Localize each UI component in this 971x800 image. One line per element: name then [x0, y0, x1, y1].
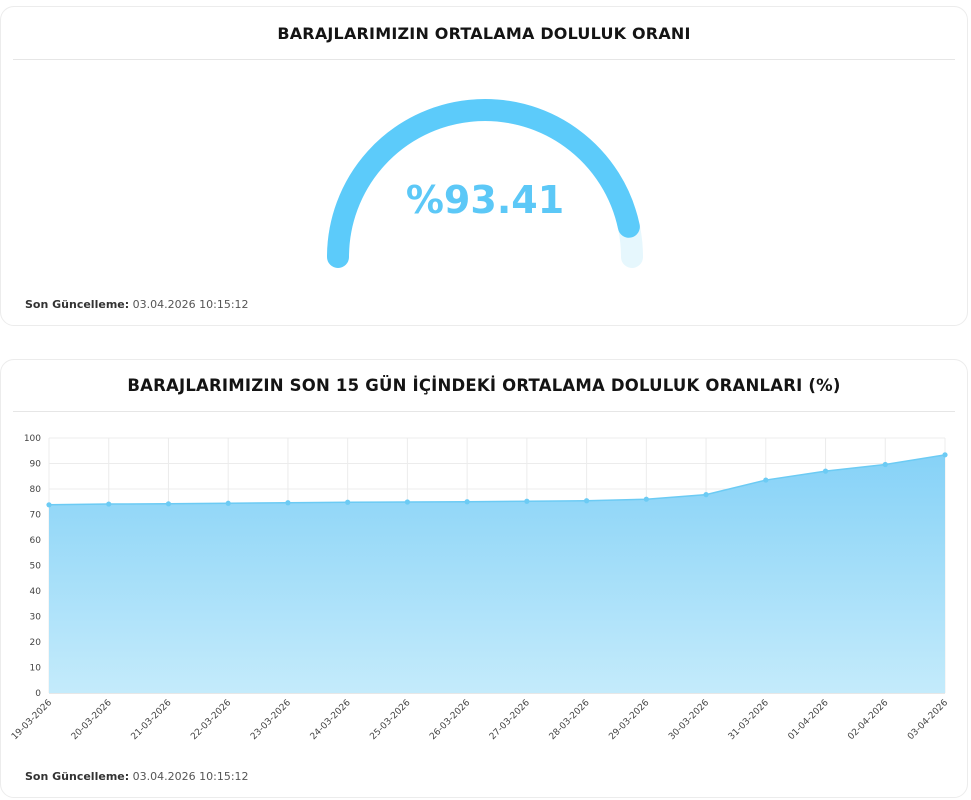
- gauge-card: BARAJLARIMIZIN ORTALAMA DOLULUK ORANI %9…: [0, 6, 968, 326]
- area-fill: [49, 454, 945, 693]
- data-point[interactable]: [584, 498, 590, 504]
- data-point[interactable]: [524, 498, 530, 504]
- data-point[interactable]: [106, 501, 112, 507]
- x-tick-label: 31-03-2026: [727, 698, 771, 742]
- x-tick-label: 23-03-2026: [249, 698, 293, 742]
- data-point[interactable]: [703, 492, 709, 498]
- y-tick-label: 70: [30, 511, 42, 521]
- x-tick-label: 20-03-2026: [70, 698, 114, 742]
- updated-label: Son Güncelleme:: [25, 770, 130, 783]
- y-tick-label: 100: [24, 434, 41, 444]
- x-tick-label: 21-03-2026: [130, 698, 174, 742]
- updated-label: Son Güncelleme:: [25, 298, 130, 311]
- x-tick-label: 24-03-2026: [309, 698, 353, 742]
- area-chart: 0 10 20 30 40 50 60 70 80 90 100 19-03-2026 20-03-20…: [10, 434, 950, 742]
- gauge-value: %93.41: [406, 178, 564, 222]
- data-point[interactable]: [942, 452, 948, 458]
- x-tick-label: 27-03-2026: [488, 698, 532, 742]
- x-tick-label: 22-03-2026: [189, 698, 233, 742]
- y-tick-label: 90: [30, 460, 42, 470]
- data-point[interactable]: [822, 468, 829, 474]
- y-tick-label: 50: [30, 562, 42, 572]
- y-tick-label: 30: [30, 613, 42, 623]
- y-tick-label: 60: [30, 536, 42, 546]
- data-point[interactable]: [643, 496, 649, 502]
- data-point[interactable]: [882, 461, 888, 468]
- y-tick-label: 40: [30, 587, 42, 597]
- data-point[interactable]: [46, 502, 52, 508]
- x-tick-label: 03-04-2026: [906, 698, 950, 742]
- trend-updated: Son Güncelleme: 03.04.2026 10:15:12: [25, 770, 249, 783]
- trend-card: BARAJLARIMIZIN SON 15 GÜN İÇİNDEKİ ORTAL…: [0, 359, 968, 798]
- gauge-card-title: BARAJLARIMIZIN ORTALAMA DOLULUK ORANI: [13, 7, 955, 60]
- data-point[interactable]: [404, 499, 410, 505]
- data-point[interactable]: [464, 499, 470, 505]
- series-line: [48, 454, 946, 506]
- data-point[interactable]: [763, 477, 769, 483]
- data-point[interactable]: [345, 499, 351, 505]
- y-tick-label: 10: [30, 664, 42, 674]
- gauge-fill: [327, 99, 640, 268]
- trend-card-title: BARAJLARIMIZIN SON 15 GÜN İÇİNDEKİ ORTAL…: [13, 360, 955, 412]
- updated-value: 03.04.2026 10:15:12: [132, 770, 249, 783]
- data-point[interactable]: [285, 500, 291, 506]
- y-tick-label: 80: [30, 485, 42, 495]
- x-tick-label: 01-04-2026: [787, 698, 831, 742]
- y-tick-label: 0: [35, 689, 41, 699]
- x-tick-label: 25-03-2026: [368, 698, 412, 742]
- updated-value: 03.04.2026 10:15:12: [132, 298, 249, 311]
- gauge-updated: Son Güncelleme: 03.04.2026 10:15:12: [25, 298, 249, 311]
- data-point[interactable]: [225, 500, 231, 506]
- x-tick-label: 29-03-2026: [607, 698, 651, 742]
- x-tick-label: 19-03-2026: [10, 698, 54, 742]
- x-tick-label: 28-03-2026: [548, 698, 592, 742]
- x-tick-label: 02-04-2026: [846, 698, 890, 742]
- data-point[interactable]: [165, 501, 172, 507]
- gauge-chart: %93.41: [327, 99, 643, 268]
- x-tick-label: 30-03-2026: [667, 698, 711, 742]
- y-tick-label: 20: [30, 638, 42, 648]
- x-tick-label: 26-03-2026: [428, 698, 472, 742]
